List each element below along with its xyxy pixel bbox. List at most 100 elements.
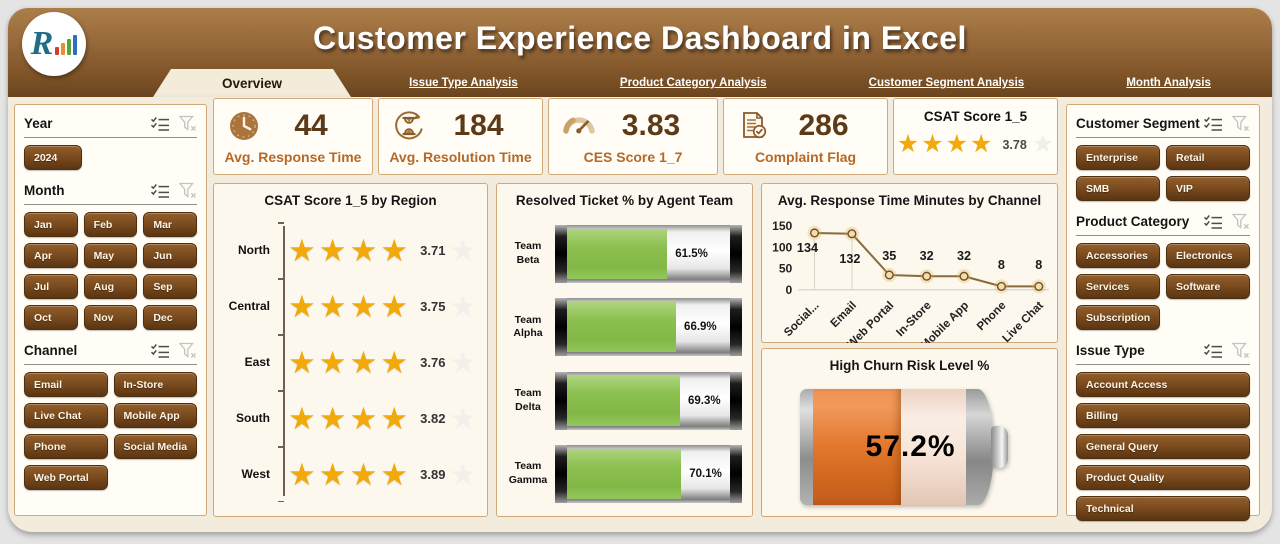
slicer-item-jul[interactable]: Jul: [24, 274, 78, 299]
agent-team-row: Team Gamma 70.1%: [505, 444, 742, 504]
battery-bar: 70.1%: [555, 444, 742, 503]
gold-stars-icon: ★★★★: [288, 288, 412, 324]
slicer-item-technical[interactable]: Technical: [1076, 496, 1250, 521]
slicer-tools: [1203, 342, 1250, 359]
slicer-item-billing[interactable]: Billing: [1076, 403, 1250, 428]
slicer-items: Jan Feb Mar Apr May Jun Jul Aug Sep Oct Nov Dec: [24, 212, 197, 330]
multiselect-icon[interactable]: [1203, 343, 1224, 359]
slicer-item-2024[interactable]: 2024: [24, 145, 82, 170]
kpi-label: Complaint Flag: [754, 149, 857, 165]
clear-filter-icon[interactable]: [1232, 213, 1250, 230]
multiselect-icon[interactable]: [1203, 214, 1224, 230]
resolved-ticket-chart: Resolved Ticket % by Agent Team Team Bet…: [496, 183, 753, 517]
slicer-item-general-query[interactable]: General Query: [1076, 434, 1250, 459]
gold-stars-icon: ★★★★: [288, 344, 412, 380]
bar-value: 66.9%: [684, 321, 717, 334]
slicer-item-aug[interactable]: Aug: [83, 274, 138, 299]
multiselect-icon[interactable]: [1203, 116, 1224, 132]
slicer-item-vip[interactable]: VIP: [1166, 176, 1250, 201]
slicer-item-feb[interactable]: Feb: [83, 212, 138, 237]
bar-left-cap: [555, 444, 567, 503]
slicer-item-apr[interactable]: Apr: [24, 243, 78, 268]
slicer-item-jun[interactable]: Jun: [143, 243, 197, 268]
region-label: North: [238, 243, 270, 257]
report-check-icon: [743, 112, 767, 139]
team-label: Team Delta: [514, 387, 542, 413]
slicer-tools: [150, 182, 197, 199]
data-marker: [884, 270, 894, 280]
tab-product-category-analysis[interactable]: Product Category Analysis: [619, 77, 767, 89]
slicer-title: Product Category: [1076, 214, 1190, 229]
slicer-item-product-quality[interactable]: Product Quality: [1076, 465, 1250, 490]
slicer-item-smb[interactable]: SMB: [1076, 176, 1160, 201]
slicer-item-nov[interactable]: Nov: [83, 305, 138, 330]
slicer-item-live-chat[interactable]: Live Chat: [24, 403, 108, 428]
data-marker: [847, 229, 857, 239]
clear-filter-icon[interactable]: [179, 115, 197, 132]
tab-overview[interactable]: Overview: [153, 69, 351, 97]
agent-team-row: Team Delta 69.3%: [505, 371, 742, 431]
clear-filter-icon[interactable]: [179, 342, 197, 359]
clear-filter-icon[interactable]: [179, 182, 197, 199]
chart-title: Resolved Ticket % by Agent Team: [515, 193, 734, 208]
tab-customer-segment-analysis[interactable]: Customer Segment Analysis: [868, 77, 1025, 89]
bar-left-cap: [555, 225, 567, 283]
kpi-card-csat-score: CSAT Score 1_5 ★★★★ 3.78 ★: [893, 98, 1058, 175]
chart-title: High Churn Risk Level %: [829, 358, 990, 373]
slicer-item-software[interactable]: Software: [1166, 274, 1250, 299]
rating-value: 3.89: [420, 466, 446, 482]
slicer-item-may[interactable]: May: [83, 243, 138, 268]
clear-filter-icon[interactable]: [1232, 342, 1250, 359]
slicer-item-mobile-app[interactable]: Mobile App: [113, 403, 197, 428]
slicer-item-sep[interactable]: Sep: [143, 274, 197, 299]
bar-fill: [567, 229, 668, 279]
slicer-item-email[interactable]: Email: [24, 372, 108, 397]
data-label: 32: [957, 249, 971, 263]
slicer-item-phone[interactable]: Phone: [24, 434, 108, 459]
issue-type-slicer: Issue Type Account Access Billing General Q…: [1076, 338, 1250, 521]
multiselect-icon[interactable]: [150, 183, 171, 199]
rating-value: 3.75: [420, 298, 446, 314]
slicer-item-retail[interactable]: Retail: [1166, 145, 1250, 170]
slicer-item-accessories[interactable]: Accessories: [1076, 243, 1160, 268]
slicer-tools: [150, 342, 197, 359]
slicer-item-social-media[interactable]: Social Media: [113, 434, 197, 459]
slicer-item-web-portal[interactable]: Web Portal: [24, 465, 108, 490]
battery-bar: 69.3%: [555, 371, 742, 430]
battery-right-cap: [966, 389, 994, 505]
kpi-card-avg-resolution-time: 184 Avg. Resolution Time: [378, 98, 543, 175]
tab-issue-type-analysis[interactable]: Issue Type Analysis: [409, 77, 518, 89]
bar-fill: [567, 302, 677, 353]
slicer-item-mar[interactable]: Mar: [143, 212, 197, 237]
bar-right-cap: [730, 298, 742, 357]
slicer-item-electronics[interactable]: Electronics: [1166, 243, 1250, 268]
clear-filter-icon[interactable]: [1232, 115, 1250, 132]
rating-row: East ★★★★ 3.76 ★: [226, 334, 479, 390]
slicer-items: Account Access Billing General Query Produc…: [1076, 372, 1250, 521]
slicer-item-dec[interactable]: Dec: [143, 305, 197, 330]
slicer-header: Channel: [24, 338, 197, 365]
multiselect-icon[interactable]: [150, 116, 171, 132]
rating-row: Central ★★★★ 3.75 ★: [226, 278, 479, 334]
slicer-item-subscription[interactable]: Subscription: [1076, 305, 1160, 330]
slicer-item-account-access[interactable]: Account Access: [1076, 372, 1250, 397]
churn-value: 57.2%: [865, 430, 956, 463]
slicer-item-oct[interactable]: Oct: [24, 305, 78, 330]
x-category-label: Social...: [781, 299, 821, 339]
slicer-title: Customer Segment: [1076, 116, 1200, 131]
y-tick-label: 0: [786, 283, 793, 297]
data-label: 35: [882, 249, 896, 263]
gauge-icon: [563, 117, 595, 134]
kpi-card-ces-score: 3.83 CES Score 1_7: [548, 98, 718, 175]
multiselect-icon[interactable]: [150, 343, 171, 359]
slicer-item-in-store[interactable]: In-Store: [113, 372, 197, 397]
tab-month-analysis[interactable]: Month Analysis: [1126, 77, 1211, 89]
data-marker: [1034, 281, 1044, 291]
slicer-item-services[interactable]: Services: [1076, 274, 1160, 299]
y-tick-label: 100: [772, 240, 792, 254]
slicer-item-enterprise[interactable]: Enterprise: [1076, 145, 1160, 170]
slicer-item-jan[interactable]: Jan: [24, 212, 78, 237]
data-label: 132: [839, 252, 860, 266]
channel-slicer: Channel Email In-Store Live Chat Mobile App P…: [24, 338, 197, 490]
battery-gauge: 57.2%: [800, 389, 1008, 505]
